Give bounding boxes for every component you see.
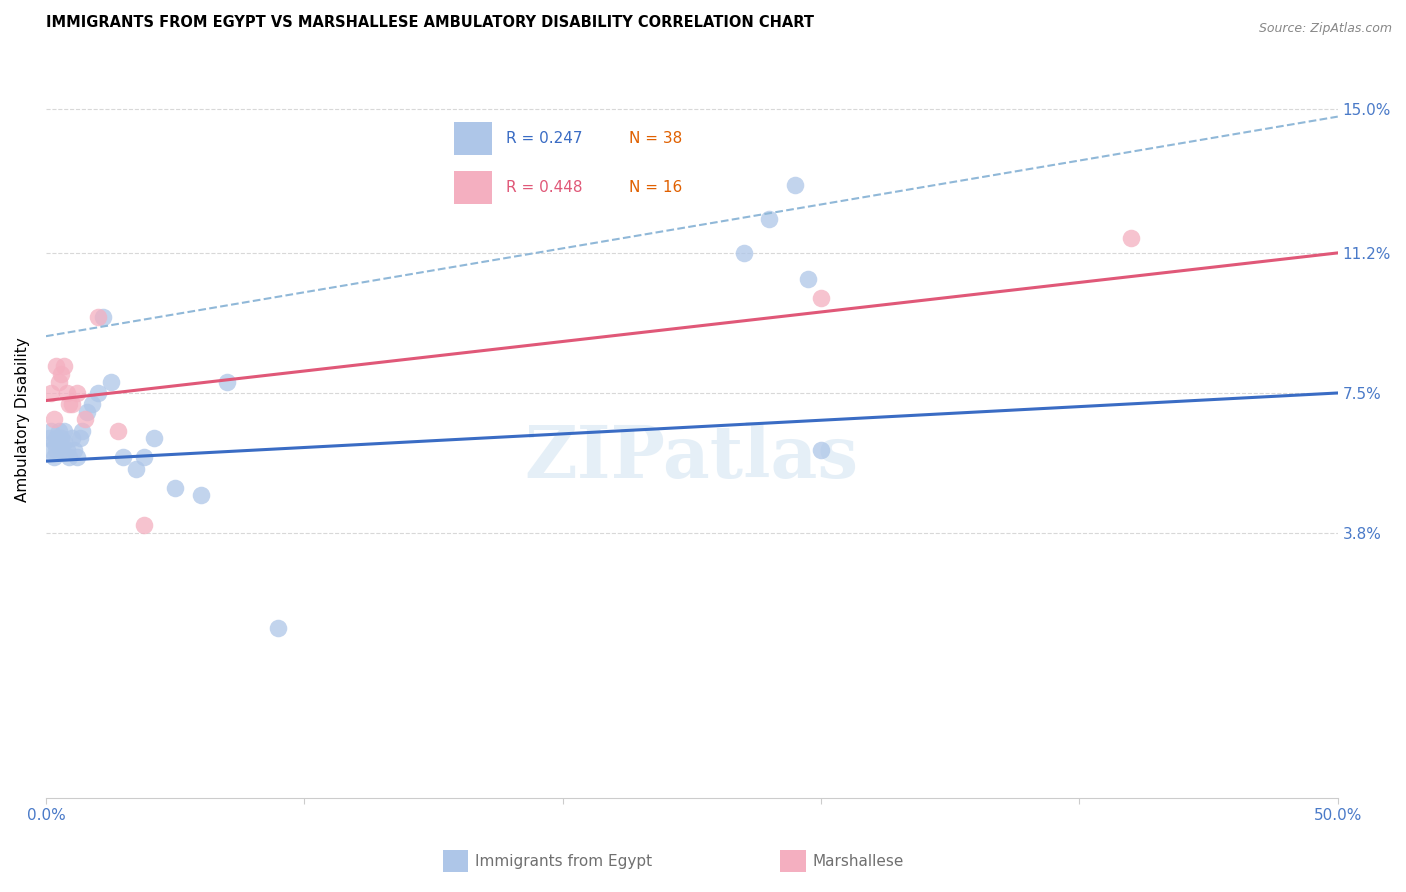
Point bbox=[53, 435, 76, 450]
Point bbox=[45, 431, 67, 445]
Text: R = 0.448: R = 0.448 bbox=[506, 180, 582, 195]
Point bbox=[42, 435, 65, 450]
Point bbox=[42, 450, 65, 465]
Point bbox=[91, 310, 114, 325]
Point bbox=[45, 359, 67, 374]
Text: Marshallese: Marshallese bbox=[813, 855, 904, 869]
FancyBboxPatch shape bbox=[454, 171, 492, 204]
Text: N = 38: N = 38 bbox=[630, 130, 682, 145]
Point bbox=[810, 291, 832, 305]
Point bbox=[48, 424, 70, 438]
Point bbox=[797, 272, 820, 286]
Point bbox=[51, 442, 73, 457]
Text: Source: ZipAtlas.com: Source: ZipAtlas.com bbox=[1258, 22, 1392, 36]
Point bbox=[60, 431, 83, 445]
Point bbox=[48, 435, 70, 450]
Point bbox=[134, 450, 156, 465]
Point bbox=[73, 412, 96, 426]
Point bbox=[39, 442, 62, 457]
Point bbox=[48, 375, 70, 389]
Point bbox=[42, 412, 65, 426]
Point bbox=[58, 450, 80, 465]
Point bbox=[69, 431, 91, 445]
Text: ZIPatlas: ZIPatlas bbox=[524, 422, 859, 493]
Point bbox=[53, 359, 76, 374]
Point bbox=[45, 442, 67, 457]
Point bbox=[70, 424, 93, 438]
Point bbox=[733, 246, 755, 260]
Point bbox=[165, 481, 187, 495]
Point bbox=[143, 431, 166, 445]
Point bbox=[51, 367, 73, 381]
Point bbox=[86, 310, 108, 325]
Point bbox=[60, 397, 83, 411]
Point bbox=[51, 431, 73, 445]
Point bbox=[63, 442, 86, 457]
Point bbox=[785, 178, 807, 192]
Point bbox=[82, 397, 104, 411]
Text: Immigrants from Egypt: Immigrants from Egypt bbox=[475, 855, 652, 869]
Point bbox=[758, 211, 780, 226]
Text: N = 16: N = 16 bbox=[630, 180, 682, 195]
Point bbox=[1119, 231, 1142, 245]
FancyBboxPatch shape bbox=[454, 122, 492, 154]
Point bbox=[125, 461, 148, 475]
Point bbox=[66, 450, 89, 465]
Text: R = 0.247: R = 0.247 bbox=[506, 130, 582, 145]
Point bbox=[810, 442, 832, 457]
Point bbox=[53, 424, 76, 438]
Point bbox=[134, 518, 156, 533]
Point bbox=[100, 375, 122, 389]
Point bbox=[38, 431, 60, 445]
Y-axis label: Ambulatory Disability: Ambulatory Disability bbox=[15, 337, 30, 502]
Point bbox=[215, 375, 238, 389]
Point bbox=[86, 386, 108, 401]
Point bbox=[55, 442, 77, 457]
Point bbox=[66, 386, 89, 401]
Point bbox=[112, 450, 135, 465]
Point bbox=[58, 397, 80, 411]
Point bbox=[39, 424, 62, 438]
Point bbox=[76, 405, 98, 419]
Point bbox=[55, 386, 77, 401]
Point bbox=[267, 621, 290, 635]
Text: IMMIGRANTS FROM EGYPT VS MARSHALLESE AMBULATORY DISABILITY CORRELATION CHART: IMMIGRANTS FROM EGYPT VS MARSHALLESE AMB… bbox=[46, 15, 814, 30]
Point bbox=[190, 488, 212, 502]
Point bbox=[107, 424, 129, 438]
Point bbox=[39, 386, 62, 401]
